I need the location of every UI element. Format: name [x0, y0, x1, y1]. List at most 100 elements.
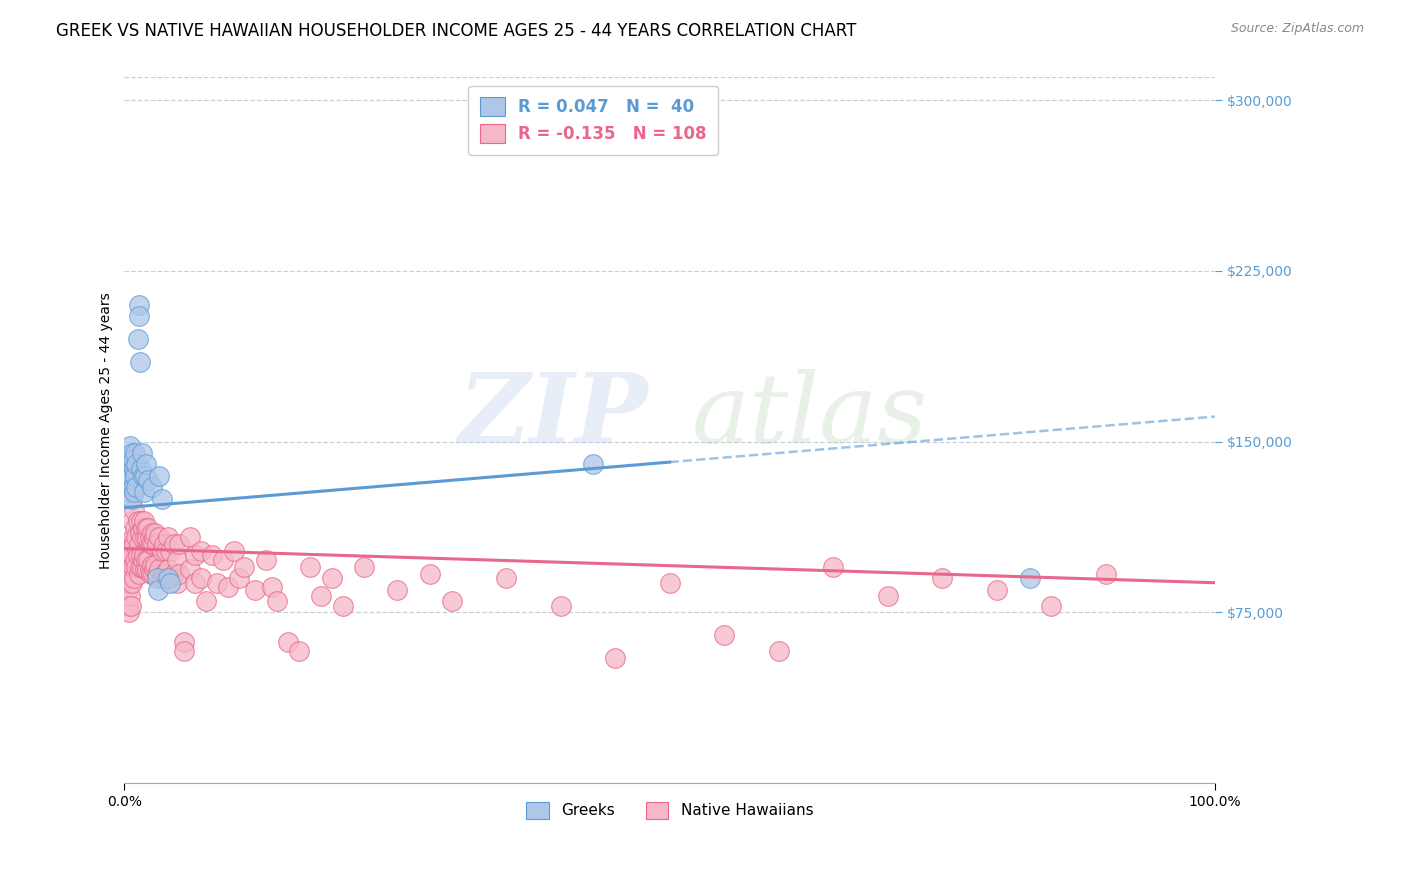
- Point: [135, 458, 157, 472]
- Point: [118, 439, 141, 453]
- Point: [152, 537, 174, 551]
- Point: [125, 559, 148, 574]
- Point: [385, 582, 408, 597]
- Point: [142, 537, 165, 551]
- Point: [124, 462, 146, 476]
- Point: [120, 475, 142, 490]
- Point: [132, 484, 155, 499]
- Point: [332, 599, 354, 613]
- Point: [128, 559, 150, 574]
- Point: [309, 590, 332, 604]
- Point: [205, 575, 228, 590]
- Point: [179, 562, 201, 576]
- Point: [159, 575, 181, 590]
- Point: [931, 571, 953, 585]
- Point: [142, 566, 165, 581]
- Point: [173, 635, 195, 649]
- Point: [211, 553, 233, 567]
- Point: [129, 462, 152, 476]
- Point: [138, 521, 160, 535]
- Point: [195, 594, 218, 608]
- Point: [658, 575, 681, 590]
- Point: [184, 549, 207, 563]
- Point: [118, 468, 141, 483]
- Point: [162, 537, 184, 551]
- Point: [148, 530, 170, 544]
- Point: [582, 458, 605, 472]
- Point: [138, 562, 160, 576]
- Point: [121, 468, 143, 483]
- Point: [136, 530, 159, 544]
- Point: [495, 571, 517, 585]
- Point: [132, 549, 155, 563]
- Point: [118, 462, 141, 476]
- Point: [120, 599, 142, 613]
- Point: [121, 491, 143, 506]
- Point: [134, 530, 156, 544]
- Text: atlas: atlas: [692, 369, 928, 463]
- Point: [124, 446, 146, 460]
- Point: [125, 458, 148, 472]
- Point: [190, 571, 212, 585]
- Point: [131, 446, 153, 460]
- Point: [124, 537, 146, 551]
- Point: [128, 525, 150, 540]
- Point: [1018, 571, 1040, 585]
- Point: [121, 514, 143, 528]
- Point: [190, 544, 212, 558]
- Point: [132, 553, 155, 567]
- Point: [124, 484, 146, 499]
- Point: [986, 582, 1008, 597]
- Point: [150, 571, 173, 585]
- Point: [121, 446, 143, 460]
- Point: [222, 544, 245, 558]
- Point: [152, 566, 174, 581]
- Point: [440, 594, 463, 608]
- Point: [118, 590, 141, 604]
- Point: [122, 480, 145, 494]
- Point: [129, 549, 152, 563]
- Point: [254, 553, 277, 567]
- Point: [157, 571, 180, 585]
- Point: [120, 453, 142, 467]
- Point: [876, 590, 898, 604]
- Point: [141, 558, 163, 572]
- Point: [121, 575, 143, 590]
- Point: [122, 453, 145, 467]
- Point: [124, 571, 146, 585]
- Point: [132, 521, 155, 535]
- Point: [179, 530, 201, 544]
- Point: [134, 468, 156, 483]
- Point: [217, 580, 239, 594]
- Point: [118, 559, 141, 574]
- Point: [148, 468, 170, 483]
- Y-axis label: Householder Income Ages 25 - 44 years: Householder Income Ages 25 - 44 years: [100, 292, 114, 568]
- Point: [166, 575, 188, 590]
- Point: [146, 537, 169, 551]
- Point: [125, 530, 148, 544]
- Point: [353, 559, 375, 574]
- Point: [127, 514, 149, 528]
- Point: [129, 514, 152, 528]
- Point: [605, 651, 627, 665]
- Point: [124, 468, 146, 483]
- Point: [155, 544, 177, 558]
- Point: [143, 558, 166, 572]
- Point: [228, 571, 250, 585]
- Point: [298, 559, 321, 574]
- Point: [148, 562, 170, 576]
- Point: [132, 468, 155, 483]
- Point: [277, 635, 299, 649]
- Point: [117, 582, 139, 597]
- Point: [128, 537, 150, 551]
- Point: [166, 553, 188, 567]
- Point: [150, 491, 173, 506]
- Point: [118, 458, 141, 472]
- Point: [135, 553, 157, 567]
- Point: [120, 462, 142, 476]
- Point: [120, 571, 142, 585]
- Point: [118, 575, 141, 590]
- Point: [131, 559, 153, 574]
- Point: [138, 473, 160, 487]
- Point: [136, 562, 159, 576]
